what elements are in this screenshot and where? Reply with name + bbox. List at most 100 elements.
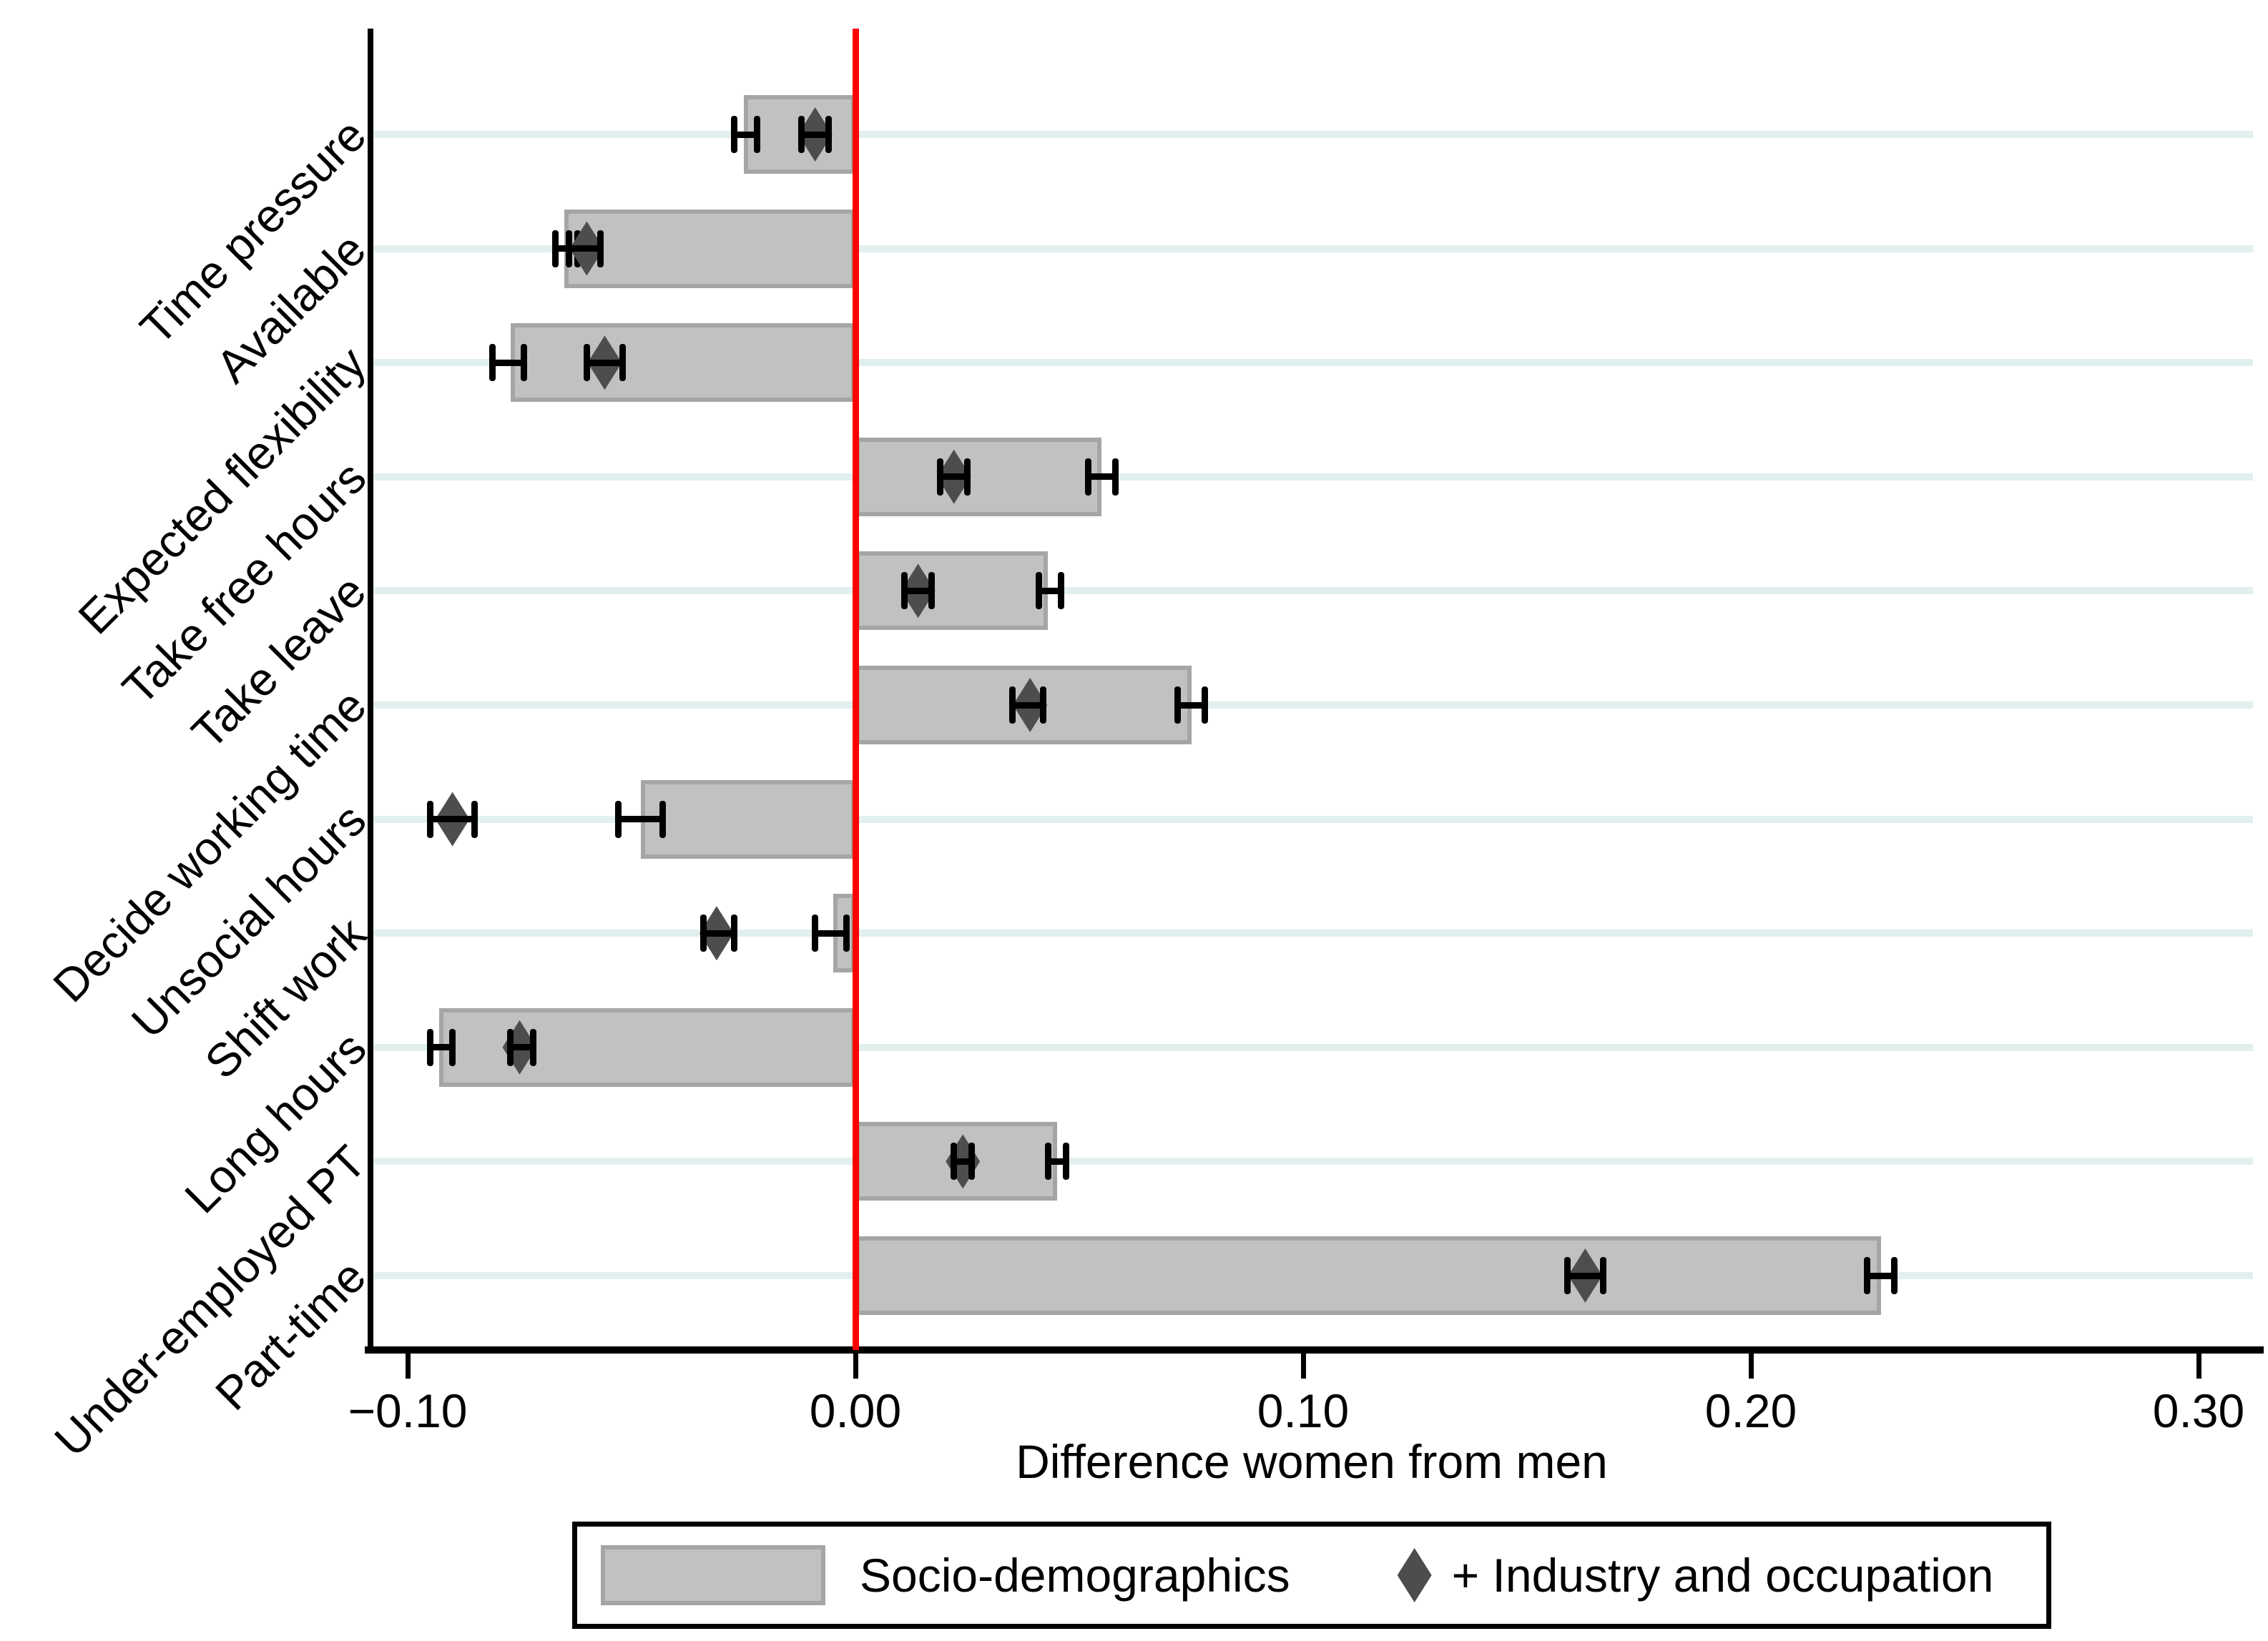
diamond-ci-line xyxy=(510,1044,534,1051)
x-tick xyxy=(853,1351,858,1379)
bar-ci-cap-left xyxy=(1044,1143,1051,1181)
bar-ci-cap-right xyxy=(1890,1257,1898,1294)
bar-ci-line xyxy=(618,816,663,823)
x-tick-label: 0.10 xyxy=(1257,1384,1350,1437)
bar-ci-line xyxy=(492,359,524,366)
diamond-ci-cap-right xyxy=(619,344,626,382)
gridline xyxy=(373,587,2253,595)
diamond-ci-line xyxy=(703,930,735,937)
legend-diamond-icon xyxy=(1397,1548,1432,1602)
bar-ci-cap-left xyxy=(489,344,496,382)
legend-label-socio-demographics: Socio-demographics xyxy=(860,1549,1290,1602)
diamond-ci-line xyxy=(586,359,623,366)
diamond-ci-line xyxy=(1567,1272,1604,1279)
bar-ci-cap-right xyxy=(1058,572,1065,610)
bar-ci-line xyxy=(1039,587,1061,594)
bar-ci-cap-left xyxy=(552,230,559,267)
bar-ci-cap-right xyxy=(1062,1143,1069,1181)
diamond-ci-cap-right xyxy=(731,915,738,952)
bar-socio-demographics xyxy=(438,1007,855,1087)
gridline xyxy=(373,930,2253,937)
legend-bar-swatch xyxy=(601,1545,825,1605)
bar-ci-cap-right xyxy=(1111,458,1119,496)
diamond-ci-cap-left xyxy=(937,458,944,496)
diamond-ci-cap-right xyxy=(825,116,832,153)
bar-ci-cap-right xyxy=(753,116,760,153)
x-axis-line xyxy=(365,1346,2264,1354)
diamond-ci-cap-left xyxy=(798,116,805,153)
bar-socio-demographics xyxy=(640,779,855,859)
x-tick xyxy=(1748,1351,1754,1379)
diamond-ci-cap-left xyxy=(426,800,433,838)
gridline xyxy=(373,473,2253,481)
diamond-ci-cap-left xyxy=(1008,686,1016,724)
gridline xyxy=(373,1043,2253,1051)
diamond-ci-line xyxy=(801,131,829,138)
legend: Socio-demographics + Industry and occupa… xyxy=(572,1522,2051,1629)
bar-ci-cap-left xyxy=(1036,572,1043,610)
diamond-ci-cap-left xyxy=(901,572,908,610)
diamond-ci-cap-left xyxy=(565,230,572,267)
bar-ci-line xyxy=(1048,1158,1066,1165)
diamond-ci-cap-left xyxy=(507,1028,514,1066)
diamond-ci-cap-left xyxy=(699,915,707,952)
bar-socio-demographics xyxy=(855,551,1049,631)
bar-socio-demographics xyxy=(855,1236,1881,1315)
bar-ci-cap-right xyxy=(1201,686,1208,724)
diamond-ci-cap-left xyxy=(1563,1257,1571,1294)
x-tick-label: −0.10 xyxy=(348,1384,468,1437)
x-tick-label: 0.20 xyxy=(1704,1384,1797,1437)
bar-socio-demographics xyxy=(855,437,1102,516)
diamond-ci-cap-right xyxy=(1040,686,1047,724)
diamond-ci-line xyxy=(430,816,475,823)
bar-ci-line xyxy=(815,930,847,937)
diamond-ci-line xyxy=(940,473,968,481)
bar-ci-cap-left xyxy=(731,116,738,153)
x-tick xyxy=(405,1351,411,1379)
gridline xyxy=(373,359,2253,367)
bar-ci-line xyxy=(1867,1272,1895,1279)
bar-ci-cap-left xyxy=(1085,458,1092,496)
y-axis-line xyxy=(368,29,373,1354)
bar-ci-cap-right xyxy=(449,1028,456,1066)
diamond-ci-cap-right xyxy=(964,458,971,496)
bar-ci-cap-left xyxy=(812,915,819,952)
gridline xyxy=(373,701,2253,709)
bar-ci-cap-left xyxy=(1864,1257,1871,1294)
diamond-ci-line xyxy=(1012,701,1044,709)
x-tick xyxy=(1300,1351,1306,1379)
bar-ci-cap-right xyxy=(521,344,528,382)
bar-ci-cap-left xyxy=(614,800,622,838)
x-tick-label: 0.00 xyxy=(809,1384,902,1437)
bar-ci-line xyxy=(1088,473,1116,481)
bar-ci-cap-left xyxy=(1174,686,1182,724)
bar-ci-line xyxy=(430,1044,453,1051)
diamond-ci-cap-right xyxy=(968,1143,976,1181)
diamond-ci-line xyxy=(904,587,932,594)
gridline xyxy=(373,245,2253,252)
bar-ci-line xyxy=(1177,701,1205,709)
diamond-ci-cap-right xyxy=(928,572,935,610)
legend-label-industry-occupation: + Industry and occupation xyxy=(1451,1549,1994,1602)
diamond-ci-cap-left xyxy=(583,344,590,382)
diamond-ci-cap-right xyxy=(529,1028,536,1066)
diamond-ci-cap-left xyxy=(951,1143,958,1181)
x-axis-title: Difference women from men xyxy=(1016,1435,1608,1488)
diamond-ci-line xyxy=(953,1158,972,1165)
bar-ci-cap-right xyxy=(659,800,667,838)
diamond-ci-cap-right xyxy=(471,800,478,838)
x-tick-label: 0.30 xyxy=(2152,1384,2245,1437)
bar-ci-line xyxy=(734,131,757,138)
bar-socio-demographics xyxy=(510,323,855,403)
bar-ci-cap-right xyxy=(843,915,850,952)
zero-reference-line xyxy=(852,29,859,1350)
diamond-ci-line xyxy=(569,245,601,252)
bar-ci-cap-left xyxy=(426,1028,433,1066)
bar-socio-demographics xyxy=(564,209,855,288)
diamond-ci-cap-right xyxy=(1599,1257,1606,1294)
gridline xyxy=(373,131,2253,138)
gridline xyxy=(373,815,2253,823)
x-tick xyxy=(2196,1351,2201,1379)
gridline xyxy=(373,1158,2253,1166)
